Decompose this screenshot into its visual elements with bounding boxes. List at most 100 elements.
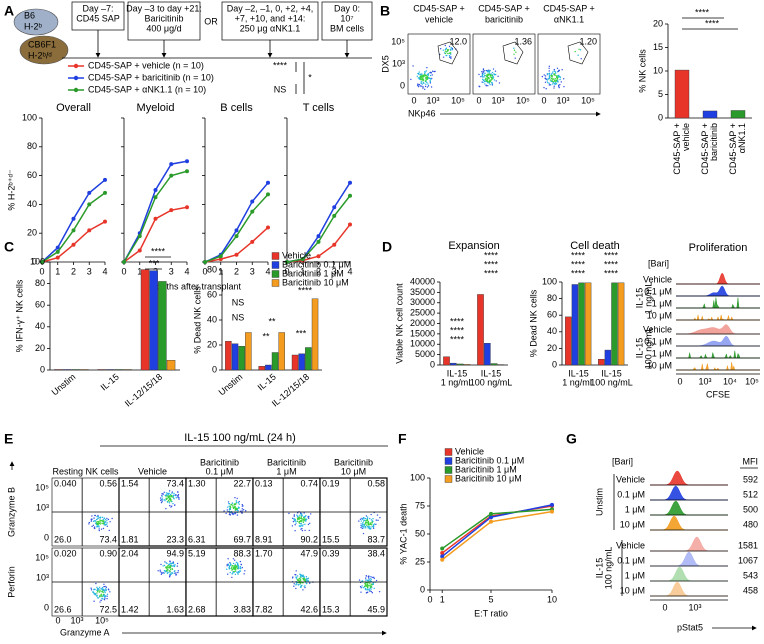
event-dot (173, 498, 175, 500)
event-dot (494, 70, 497, 72)
event-dot (96, 515, 98, 518)
y-tick-label: 10⁵ (35, 482, 49, 492)
event-dot (159, 497, 162, 499)
x-tick-label: 10³ (688, 602, 701, 612)
event-dot (293, 583, 295, 585)
x-tick-label: IL-12/15/18 (123, 372, 164, 409)
step-text: Day –7: (82, 3, 113, 13)
row-label: 1 μM (652, 298, 672, 308)
x-tick-label: 1 (218, 266, 223, 276)
event-dot (548, 82, 550, 85)
histogram (650, 566, 728, 582)
event-dot (487, 84, 489, 87)
event-dot (303, 516, 305, 518)
event-dot (421, 75, 424, 78)
event-dot (427, 72, 430, 75)
y-tick-label: 0 (44, 602, 49, 612)
event-dot (166, 571, 168, 573)
event-dot (163, 491, 165, 493)
histogram (676, 285, 760, 297)
y-tick-label: 10 (653, 65, 663, 75)
step-box (127, 1, 201, 41)
event-dot (423, 88, 426, 91)
x-tick-label: 10⁵ (451, 95, 465, 105)
event-dot (427, 83, 429, 85)
event-dot (161, 496, 163, 498)
event-dot (302, 518, 304, 520)
bar (477, 294, 484, 366)
event-dot (99, 601, 101, 603)
data-point (348, 193, 352, 198)
event-dot (96, 526, 98, 528)
event-dot (229, 562, 231, 564)
event-dot (98, 588, 100, 590)
event-dot (308, 517, 310, 519)
data-point (103, 190, 107, 195)
event-dot (295, 576, 298, 578)
bar (311, 298, 319, 371)
event-dot (241, 512, 243, 514)
y-tick-label: 100 (542, 276, 557, 286)
data-point (153, 216, 158, 221)
event-dot (419, 75, 422, 78)
row-label: 0.1 μM (617, 555, 645, 565)
event-dot (233, 504, 235, 506)
panel-label: D (382, 239, 392, 255)
event-dot (178, 498, 180, 500)
bar (71, 369, 80, 371)
y-tick-label: 60 (27, 170, 37, 180)
event-dot (101, 597, 103, 600)
event-dot (426, 81, 428, 84)
legend-marker (73, 63, 79, 69)
x-tick-label: 1 (300, 266, 305, 276)
event-dot (491, 71, 494, 74)
event-dot (298, 522, 300, 524)
event-dot (545, 88, 547, 90)
event-dot (232, 505, 234, 507)
column-header: MFI (743, 456, 759, 466)
event-dot (556, 78, 559, 80)
event-dot (420, 73, 422, 75)
data-point (332, 242, 337, 247)
event-dot (557, 75, 559, 77)
x-tick-label: 0 (662, 602, 667, 612)
event-dot (553, 82, 555, 85)
x-tick-label: 10³ (556, 95, 569, 105)
significance: **** (695, 7, 710, 17)
event-dot (164, 498, 166, 501)
y-tick-label: 100 (22, 112, 37, 122)
event-dot (231, 569, 233, 571)
event-dot (299, 578, 301, 581)
event-dot (295, 520, 297, 523)
event-dot (304, 523, 306, 526)
x-axis-label: E:T ratio (474, 608, 508, 618)
histogram (650, 581, 728, 597)
event-dot (171, 505, 173, 507)
event-dot (299, 586, 302, 588)
event-dot (300, 582, 302, 584)
quadrant-value: 90.2 (300, 534, 318, 544)
data-point (185, 169, 189, 174)
data-point (250, 239, 255, 244)
data-point (250, 209, 255, 214)
event-dot (420, 82, 422, 85)
bar (149, 270, 158, 371)
event-dot (559, 83, 561, 86)
bar (584, 282, 592, 366)
data-point (250, 199, 255, 204)
event-dot (447, 49, 450, 51)
event-dot (234, 573, 237, 576)
x-tick-label: 0 (202, 266, 207, 276)
column-header: Baricitinib (334, 457, 373, 467)
event-dot (557, 76, 559, 78)
event-dot (491, 74, 493, 77)
bar (305, 347, 312, 371)
bar (245, 332, 252, 371)
event-dot (168, 570, 170, 572)
event-dot (421, 78, 424, 80)
event-dot (553, 87, 555, 89)
data-point (234, 252, 239, 257)
y-tick-label: 60 (547, 310, 557, 320)
event-dot (294, 524, 296, 526)
